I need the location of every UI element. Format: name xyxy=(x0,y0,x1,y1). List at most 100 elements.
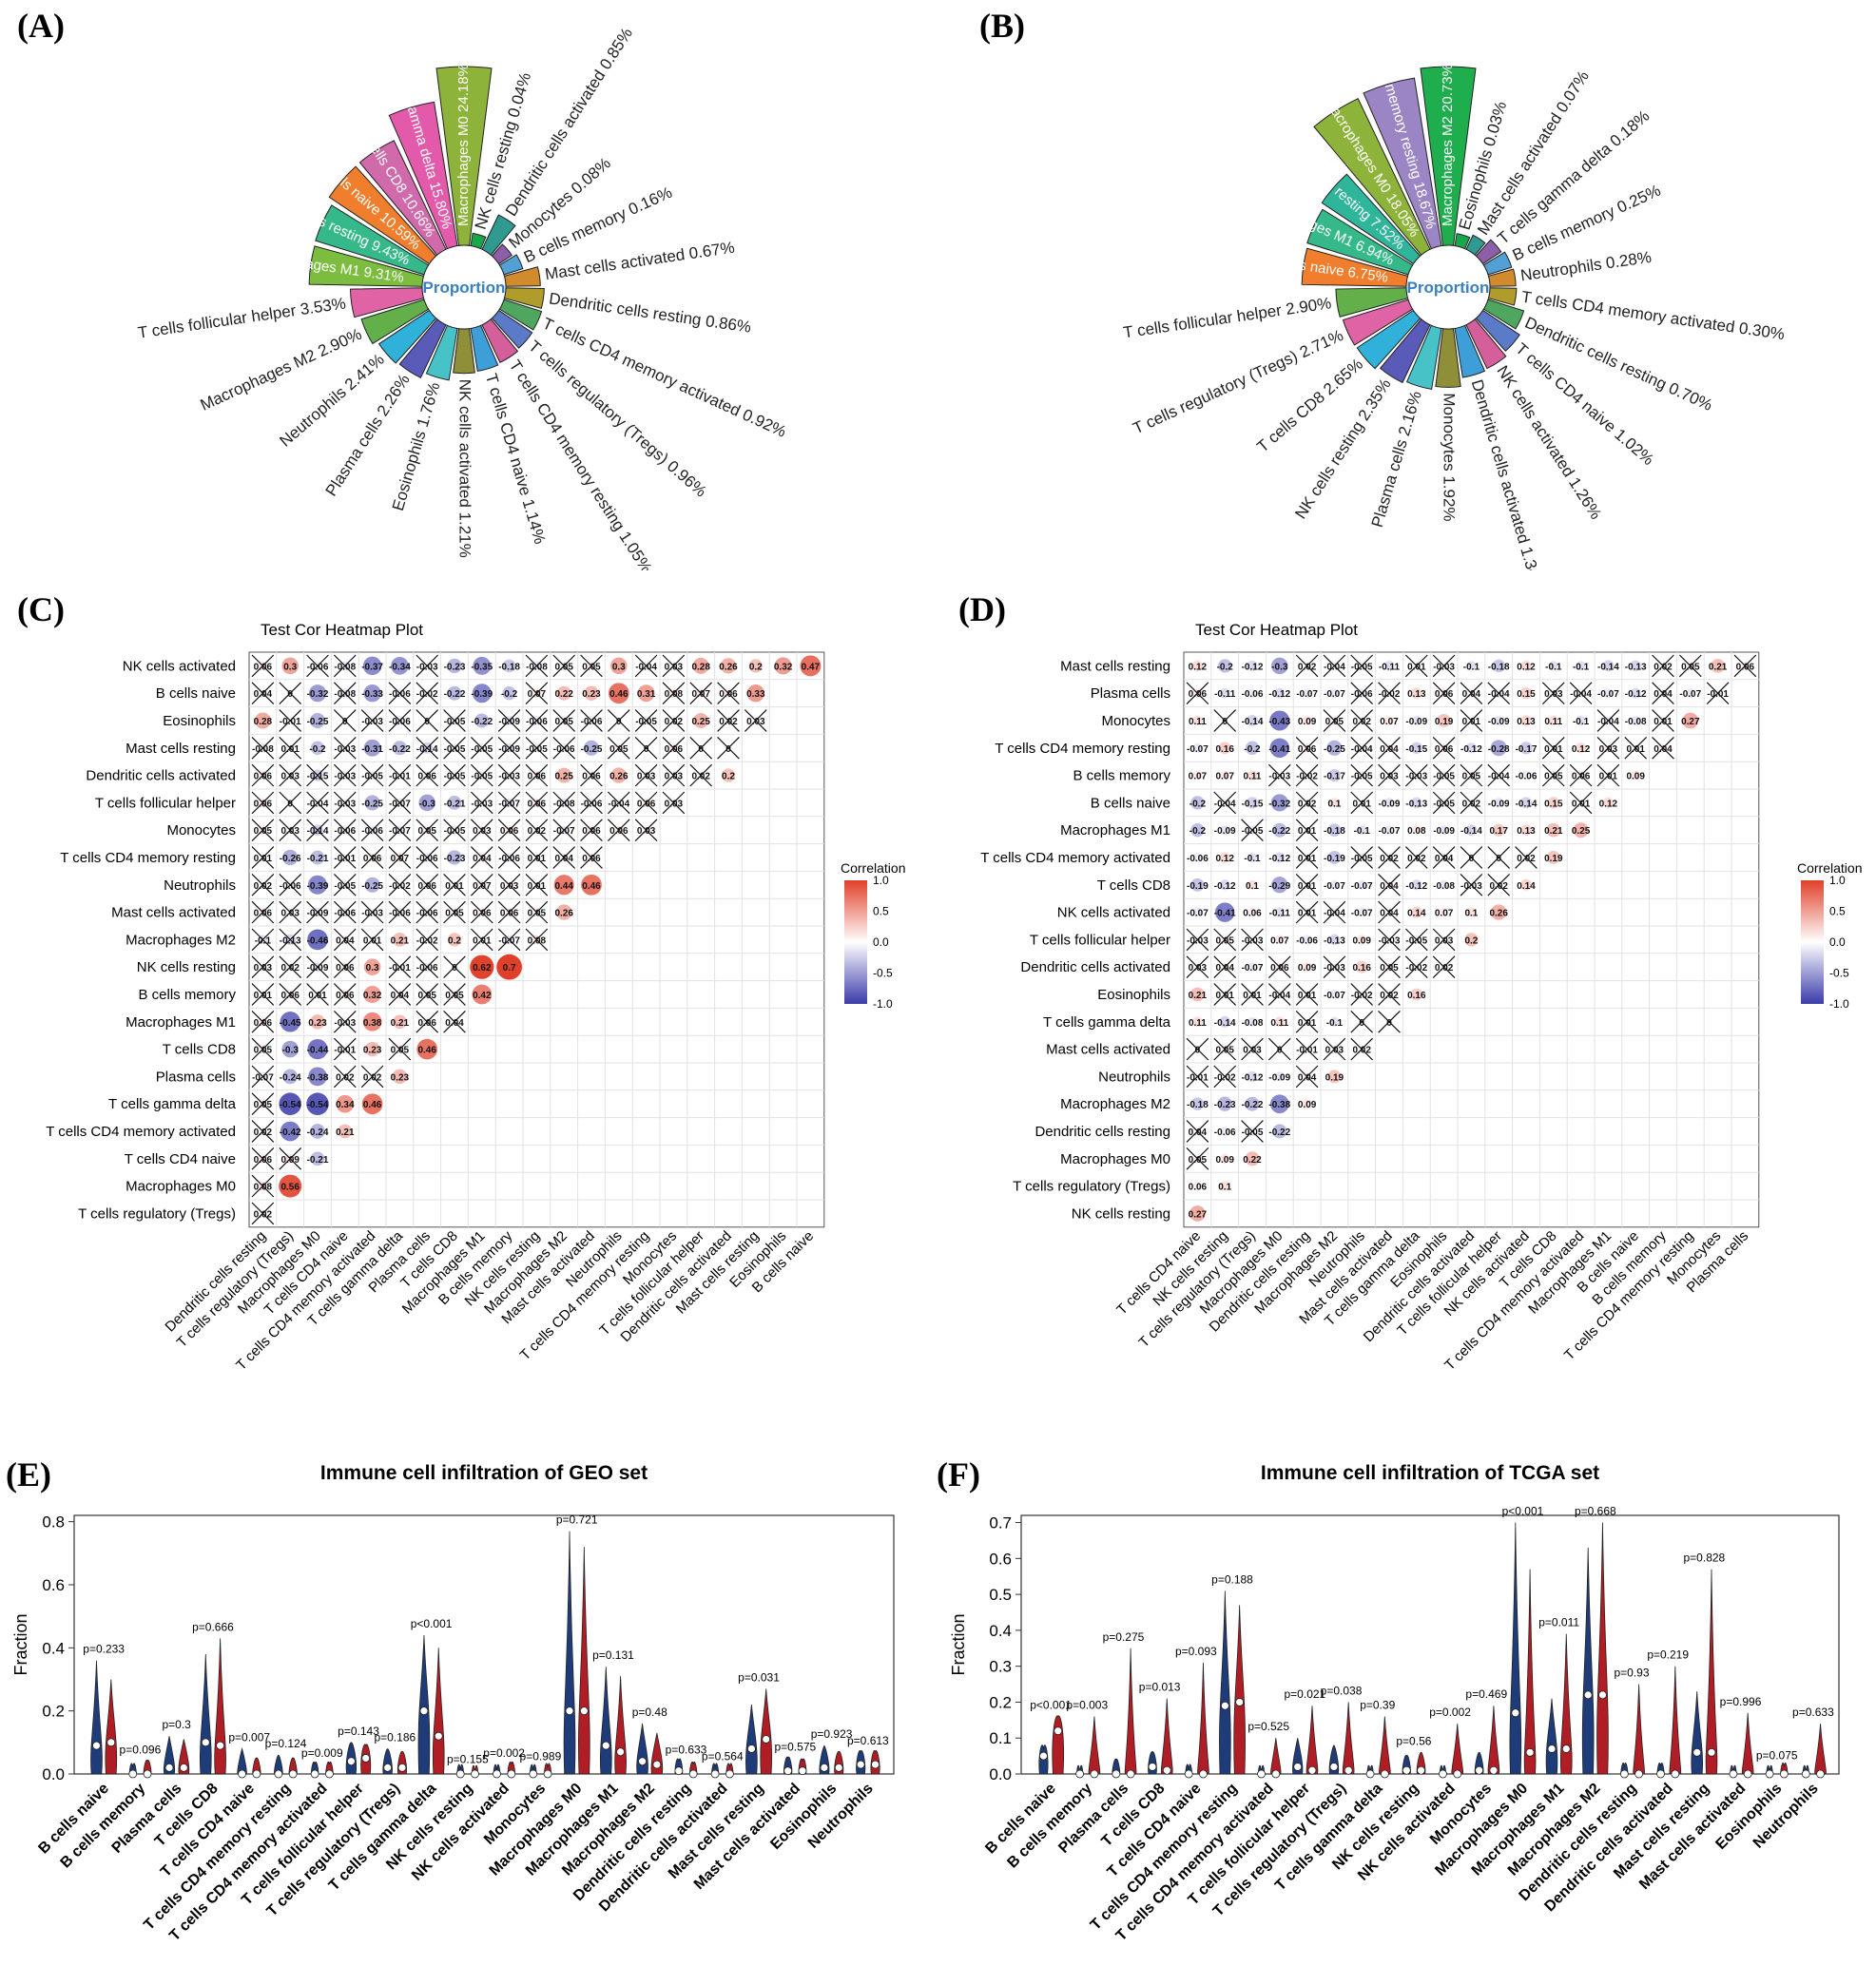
heatmap-cell-value: 0.02 xyxy=(1407,854,1426,864)
heatmap-nonsig-mark xyxy=(717,709,740,732)
heatmap-cell xyxy=(1466,907,1477,917)
heatmap-cell-value: 0.04 xyxy=(1435,854,1454,864)
violin-median-case xyxy=(1307,1765,1317,1775)
heatmap-nonsig-mark xyxy=(552,846,576,869)
heatmap-cell xyxy=(1384,798,1394,808)
heatmap-nonsig-mark xyxy=(1267,983,1291,1006)
heatmap-nonsig-mark xyxy=(1541,736,1565,760)
heatmap-nonsig-mark xyxy=(497,900,521,924)
heatmap-cell-value: 0.01 xyxy=(254,854,273,864)
violin-median-case xyxy=(1054,1726,1063,1736)
heatmap-legend-title: Correlation xyxy=(841,860,905,876)
heatmap-cell-value: -0.04 xyxy=(1488,689,1510,700)
violin-pvalue: p=0.003 xyxy=(1066,1699,1108,1712)
heatmap-cell-value: -0.09 xyxy=(1379,799,1401,809)
rose-slice-label: NK cells activated 1.21% xyxy=(456,379,474,558)
heatmap-nonsig-mark xyxy=(1487,763,1511,787)
heatmap-nonsig-mark xyxy=(1295,736,1319,760)
heatmap-cell-value: -0.07 xyxy=(1324,689,1345,700)
panel-label-e: (E) xyxy=(6,1455,51,1494)
heatmap-cell xyxy=(1220,1181,1230,1191)
heatmap-cell-value: -0.01 xyxy=(389,963,411,973)
heatmap-cell-value: -0.17 xyxy=(1324,772,1345,782)
heatmap-nonsig-mark xyxy=(333,983,357,1006)
heatmap-cell-value: 0.46 xyxy=(582,881,601,892)
heatmap-cell-value: 0 xyxy=(452,963,457,973)
heatmap-nonsig-mark xyxy=(443,736,466,760)
heatmap-row-label: Plasma cells xyxy=(1091,685,1170,702)
heatmap-cell-value: 0 xyxy=(1469,854,1475,864)
heatmap-cell-value: 0.12 xyxy=(1517,662,1536,672)
heatmap-nonsig-mark xyxy=(525,846,549,869)
heatmap-cell-value: -0.03 xyxy=(334,744,356,755)
heatmap-legend-tick: 1.0 xyxy=(1829,874,1846,887)
violin-median-case xyxy=(361,1754,371,1763)
heatmap-row-label: Mast cells activated xyxy=(1046,1042,1170,1058)
heatmap-cell-value: -0.1 xyxy=(1354,826,1371,837)
heatmap-cell-value: 0.01 xyxy=(1215,991,1234,1001)
heatmap-cell xyxy=(363,985,381,1004)
violin-median-case xyxy=(1671,1769,1680,1779)
violin-y-tick-label: 0.3 xyxy=(989,1658,1012,1676)
heatmap-nonsig-mark xyxy=(1295,654,1319,678)
violin-case xyxy=(105,1679,118,1775)
heatmap-cell xyxy=(1548,661,1558,671)
heatmap-cell xyxy=(391,657,409,675)
heatmap-cell xyxy=(307,1038,328,1060)
rose-center-label: Proportion xyxy=(423,279,506,297)
heatmap-cell-value: -0.03 xyxy=(1460,881,1482,892)
heatmap-nonsig-mark xyxy=(416,736,439,760)
heatmap-cell-value: -0.09 xyxy=(1488,799,1510,809)
heatmap-cell xyxy=(610,657,628,675)
violin-y-tick-label: 0.6 xyxy=(989,1550,1012,1568)
heatmap-cell-value: 0.01 xyxy=(1626,744,1645,755)
heatmap-cell-value: -0.06 xyxy=(1516,772,1538,782)
heatmap-nonsig-mark xyxy=(279,763,302,787)
heatmap-cell xyxy=(1191,660,1203,671)
heatmap-nonsig-mark xyxy=(1460,763,1483,787)
rose-center-label: Proportion xyxy=(1407,279,1490,297)
heatmap-cell xyxy=(1219,852,1230,863)
violin-case xyxy=(1451,1724,1463,1775)
heatmap-nonsig-mark xyxy=(607,709,630,732)
heatmap-cell xyxy=(1603,688,1614,699)
heatmap-cell-value: -0.05 xyxy=(1351,662,1373,672)
heatmap-cell-value: 0.05 xyxy=(445,909,464,919)
heatmap-cell-value: -0.08 xyxy=(1433,881,1455,892)
heatmap-row-label: T cells regulatory (Tregs) xyxy=(78,1205,236,1222)
heatmap-cell-value: 0.06 xyxy=(582,826,601,837)
violin-case xyxy=(1342,1702,1355,1775)
heatmap-cell-value: 0.14 xyxy=(1407,909,1426,919)
heatmap-nonsig-mark xyxy=(416,819,439,842)
heatmap-cell-value: -0.43 xyxy=(1268,717,1290,727)
heatmap-cell xyxy=(1245,1096,1260,1111)
heatmap-row-label: T cells gamma delta xyxy=(108,1096,237,1112)
violin-y-tick-label: 0.8 xyxy=(42,1513,65,1532)
heatmap-cell xyxy=(279,1092,301,1115)
heatmap-cell-value: 0.09 xyxy=(280,1155,300,1166)
heatmap-cell xyxy=(1219,879,1230,891)
violin-median-control xyxy=(1293,1763,1303,1771)
heatmap-cell-value: 0.07 xyxy=(528,689,547,700)
heatmap-cell-value: -0.32 xyxy=(1268,799,1290,809)
heatmap-cell-value: 0.23 xyxy=(363,1046,382,1056)
heatmap-cell-value: -0.21 xyxy=(444,799,466,809)
heatmap-cell-value: -0.22 xyxy=(471,717,493,727)
heatmap-cell-value: -0.05 xyxy=(471,744,493,755)
heatmap-row-label: Eosinophils xyxy=(163,713,236,729)
heatmap-cell xyxy=(1247,770,1258,781)
heatmap-cell xyxy=(1247,852,1258,863)
violin-case xyxy=(614,1676,627,1775)
violin-median-control xyxy=(1656,1769,1665,1779)
violin-median-control xyxy=(638,1757,647,1766)
heatmap-cell-value: 0.1 xyxy=(1464,909,1478,919)
heatmap-row-label: Monocytes xyxy=(1101,713,1170,729)
heatmap-cell-value: 0.19 xyxy=(1435,717,1454,727)
violin-frame xyxy=(73,1514,895,1775)
heatmap-cell-value: 0 xyxy=(725,744,731,755)
heatmap-cell-value: 0.03 xyxy=(1435,935,1454,946)
violin-median-control xyxy=(1692,1747,1702,1757)
heatmap-cell-value: -0.06 xyxy=(334,909,356,919)
heatmap-cell-value: -0.07 xyxy=(252,1072,274,1083)
heatmap-cell-value: 0.11 xyxy=(1244,772,1262,782)
